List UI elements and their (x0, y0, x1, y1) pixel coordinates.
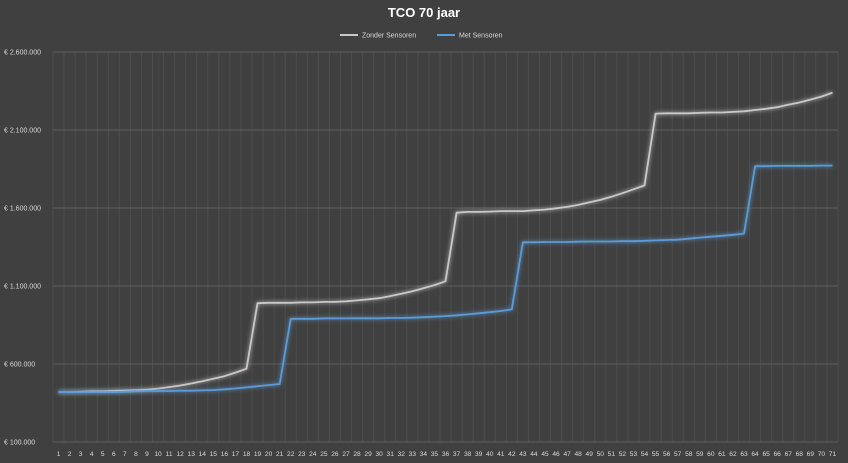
x-tick-label: 30 (375, 451, 383, 458)
x-tick-label: 5 (101, 451, 105, 458)
x-tick-label: 32 (398, 451, 406, 458)
x-tick-label: 6 (112, 451, 116, 458)
legend-label-met-sensoren: Met Sensoren (459, 33, 503, 40)
y-tick-label: € 1.100.000 (4, 284, 41, 291)
x-tick-label: 46 (552, 451, 560, 458)
x-tick-label: 40 (486, 451, 494, 458)
x-tick-label: 59 (696, 451, 704, 458)
x-tick-label: 7 (123, 451, 127, 458)
x-tick-label: 3 (79, 451, 83, 458)
x-tick-label: 47 (563, 451, 571, 458)
x-tick-label: 65 (762, 451, 770, 458)
x-tick-label: 22 (287, 451, 295, 458)
x-tick-label: 44 (530, 451, 538, 458)
x-tick-label: 33 (409, 451, 417, 458)
x-tick-label: 31 (387, 451, 395, 458)
x-tick-label: 57 (674, 451, 682, 458)
x-tick-label: 61 (718, 451, 726, 458)
x-tick-label: 34 (420, 451, 428, 458)
x-tick-label: 39 (475, 451, 483, 458)
x-tick-label: 42 (508, 451, 516, 458)
x-tick-label: 35 (431, 451, 439, 458)
x-tick-label: 49 (586, 451, 594, 458)
x-tick-label: 71 (829, 451, 837, 458)
x-tick-label: 36 (442, 451, 450, 458)
x-tick-label: 28 (353, 451, 361, 458)
x-tick-label: 70 (818, 451, 826, 458)
x-tick-label: 54 (641, 451, 649, 458)
x-tick-label: 2 (68, 451, 72, 458)
x-tick-label: 48 (575, 451, 583, 458)
y-tick-label: € 2.100.000 (4, 128, 41, 135)
x-tick-label: 67 (785, 451, 793, 458)
y-tick-label: € 1.600.000 (4, 206, 41, 213)
x-tick-label: 37 (453, 451, 461, 458)
y-tick-label: € 100.000 (4, 440, 35, 447)
y-axis: € 100.000 € 600.000 € 1.100.000 € 1.600.000… (4, 50, 41, 447)
x-tick-label: 19 (254, 451, 262, 458)
x-tick-label: 38 (464, 451, 472, 458)
x-tick-label: 43 (519, 451, 527, 458)
x-tick-label: 17 (232, 451, 240, 458)
x-tick-label: 21 (276, 451, 284, 458)
x-tick-label: 9 (145, 451, 149, 458)
x-tick-label: 64 (751, 451, 759, 458)
x-tick-label: 18 (243, 451, 251, 458)
x-tick-label: 29 (364, 451, 372, 458)
x-tick-label: 23 (298, 451, 306, 458)
series-line-zonder-sensoren (58, 91, 833, 394)
x-tick-label: 50 (597, 451, 605, 458)
y-tick-label: € 600.000 (4, 362, 35, 369)
x-tick-label: 25 (320, 451, 328, 458)
x-tick-label: 41 (497, 451, 505, 458)
x-tick-label: 56 (663, 451, 671, 458)
x-tick-label: 24 (309, 451, 317, 458)
x-tick-label: 20 (265, 451, 273, 458)
x-tick-label: 27 (342, 451, 350, 458)
x-tick-label: 13 (188, 451, 196, 458)
x-tick-label: 12 (176, 451, 184, 458)
x-tick-label: 60 (707, 451, 715, 458)
x-tick-label: 66 (774, 451, 782, 458)
x-tick-label: 55 (652, 451, 660, 458)
legend: Zonder Sensoren Met Sensoren (340, 33, 503, 40)
chart-title: TCO 70 jaar (388, 5, 460, 20)
x-tick-label: 16 (221, 451, 229, 458)
x-tick-label: 51 (608, 451, 616, 458)
y-tick-label: € 2.600.000 (4, 50, 41, 57)
x-tick-label: 69 (807, 451, 815, 458)
series-lines (58, 91, 833, 394)
x-tick-label: 52 (619, 451, 627, 458)
x-tick-label: 45 (541, 451, 549, 458)
grid (52, 51, 839, 443)
x-tick-label: 26 (331, 451, 339, 458)
legend-label-zonder-sensoren: Zonder Sensoren (362, 33, 416, 40)
x-tick-label: 68 (796, 451, 804, 458)
x-tick-label: 8 (134, 451, 138, 458)
x-tick-label: 15 (210, 451, 218, 458)
x-tick-label: 10 (154, 451, 162, 458)
x-axis: 1 2 3 4 5 6 7 8 9 10 11 12 13 14 15 16 17 18 19 20 21 22 23 24 2… (57, 451, 837, 458)
x-tick-label: 11 (166, 451, 173, 458)
x-tick-label: 53 (630, 451, 638, 458)
x-tick-label: 4 (90, 451, 94, 458)
series-line-met-sensoren (58, 164, 833, 394)
x-tick-label: 62 (729, 451, 737, 458)
x-tick-label: 58 (685, 451, 693, 458)
x-tick-label: 14 (199, 451, 207, 458)
x-tick-label: 1 (57, 451, 61, 458)
x-tick-label: 63 (740, 451, 748, 458)
